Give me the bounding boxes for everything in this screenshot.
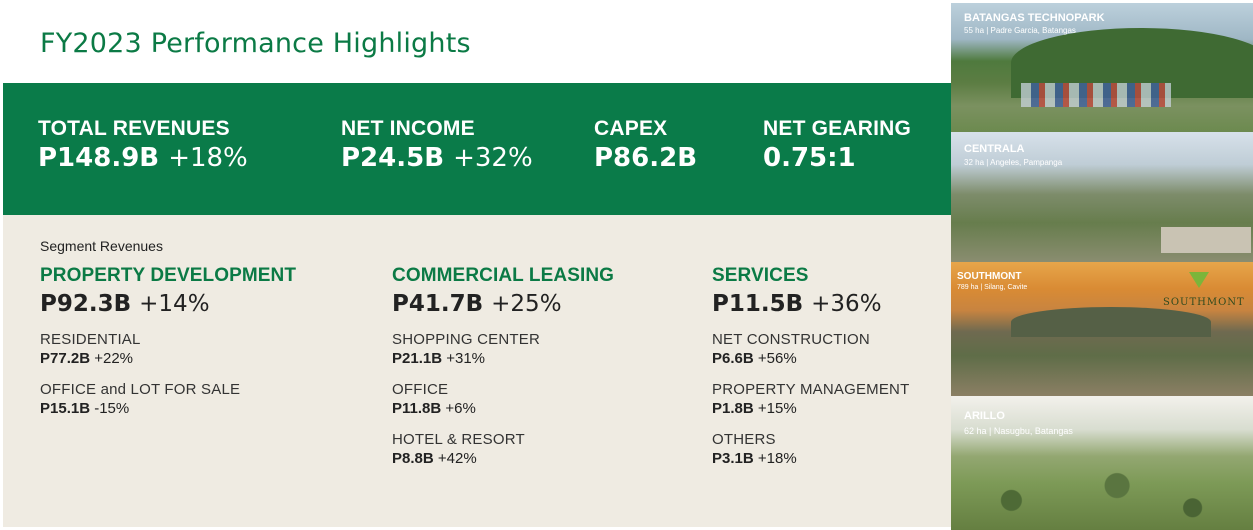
- segment-item: OFFICE P11.8B +6%: [392, 381, 614, 417]
- kpi-amount: P24.5B: [341, 143, 445, 173]
- kpi-label: NET GEARING: [763, 117, 912, 140]
- item-amount: P1.8B: [712, 400, 754, 417]
- segment-item: SHOPPING CENTER P21.1B +31%: [392, 331, 614, 367]
- southmont-logo-icon: [1189, 272, 1209, 288]
- item-amount: P11.8B: [392, 400, 442, 417]
- kpi-value: 0.75:1: [763, 143, 911, 173]
- photo-arillo: ARILLO 62 ha | Nasugbu, Batangas: [951, 396, 1253, 530]
- item-value: P15.1B -15%: [40, 400, 296, 417]
- photo-southmont: SOUTHMONT 789 ha | Silang, Cavite SOUTHM…: [951, 262, 1253, 396]
- segment-item: OFFICE and LOT FOR SALE P15.1B -15%: [40, 381, 296, 417]
- photo-centrala: CENTRALA 32 ha | Angeles, Pampanga: [951, 132, 1253, 262]
- kpi-amount: P86.2B: [594, 143, 698, 173]
- item-amount: P6.6B: [712, 350, 754, 367]
- kpi-label: NET INCOME: [341, 117, 475, 140]
- item-amount: P77.2B: [40, 350, 91, 367]
- tree-canopy: [951, 456, 1253, 530]
- kpi-label: CAPEX: [594, 117, 668, 140]
- item-value: P1.8B +15%: [712, 400, 909, 417]
- item-value: P77.2B +22%: [40, 350, 296, 367]
- photo-subtitle: 789 ha | Silang, Cavite: [957, 284, 1028, 291]
- segment-amount: P92.3B: [40, 291, 132, 317]
- segment-item: NET CONSTRUCTION P6.6B +56%: [712, 331, 909, 367]
- kpi-amount: 0.75:1: [763, 143, 856, 173]
- segment-revenues-title: Segment Revenues: [40, 238, 163, 254]
- kpi-value: P86.2B: [594, 143, 697, 173]
- kpi-value: P24.5B +32%: [341, 143, 533, 173]
- kpi-net-income: NET INCOME P24.5B +32%: [341, 117, 533, 173]
- mountain-shape: [1011, 307, 1211, 337]
- segment-revenues-panel: Segment Revenues PROPERTY DEVELOPMENT P9…: [3, 215, 951, 527]
- item-label: PROPERTY MANAGEMENT: [712, 381, 910, 398]
- southmont-logo-text: SOUTHMONT: [1163, 297, 1245, 308]
- photo-title: ARILLO: [964, 410, 1005, 422]
- item-value: P11.8B +6%: [392, 400, 614, 417]
- item-label: OFFICE and LOT FOR SALE: [40, 381, 241, 398]
- item-change: -15%: [94, 400, 130, 417]
- segment-item: PROPERTY MANAGEMENT P1.8B +15%: [712, 381, 909, 417]
- item-label: OTHERS: [712, 431, 776, 448]
- highlights-panel: FY2023 Performance Highlights TOTAL REVE…: [3, 28, 951, 527]
- item-label: HOTEL & RESORT: [392, 431, 525, 448]
- building-shape: [1161, 227, 1251, 253]
- kpi-total-revenues: TOTAL REVENUES P148.9B +18%: [38, 117, 248, 173]
- project-photos: BATANGAS TECHNOPARK 55 ha | Padre Garcia…: [951, 0, 1253, 530]
- segment-amount: P41.7B: [392, 291, 484, 317]
- kpi-change: +18%: [168, 143, 248, 173]
- item-change: +42%: [437, 450, 477, 467]
- item-value: P6.6B +56%: [712, 350, 909, 367]
- segment-value: P92.3B +14%: [40, 291, 296, 317]
- segment-amount: P11.5B: [712, 291, 804, 317]
- item-value: P21.1B +31%: [392, 350, 614, 367]
- kpi-band: TOTAL REVENUES P148.9B +18% NET INCOME P…: [3, 83, 951, 215]
- kpi-label: TOTAL REVENUES: [38, 117, 230, 140]
- photo-title: CENTRALA: [964, 143, 1025, 155]
- kpi-net-gearing: NET GEARING 0.75:1: [763, 117, 911, 173]
- photo-title: BATANGAS TECHNOPARK: [964, 12, 1105, 24]
- item-change: +22%: [94, 350, 134, 367]
- segment-head: COMMERCIAL LEASING: [392, 265, 615, 286]
- segment-change: +36%: [811, 291, 882, 317]
- segment-commercial-leasing: COMMERCIAL LEASING P41.7B +25% SHOPPING …: [392, 265, 614, 467]
- item-amount: P3.1B: [712, 450, 754, 467]
- item-change: +18%: [757, 450, 797, 467]
- item-value: P3.1B +18%: [712, 450, 909, 467]
- kpi-value: P148.9B +18%: [38, 143, 248, 173]
- photo-title: SOUTHMONT: [957, 271, 1022, 282]
- item-amount: P8.8B: [392, 450, 434, 467]
- photo-subtitle: 62 ha | Nasugbu, Batangas: [964, 426, 1073, 436]
- item-label: RESIDENTIAL: [40, 331, 141, 348]
- segment-item: RESIDENTIAL P77.2B +22%: [40, 331, 296, 367]
- photo-batangas-technopark: BATANGAS TECHNOPARK 55 ha | Padre Garcia…: [951, 3, 1253, 132]
- industrial-buildings: [1021, 83, 1171, 107]
- photo-subtitle: 55 ha | Padre Garcia, Batangas: [964, 26, 1076, 35]
- item-change: +31%: [446, 350, 486, 367]
- segment-head: PROPERTY DEVELOPMENT: [40, 265, 297, 286]
- item-change: +56%: [757, 350, 797, 367]
- segment-change: +25%: [491, 291, 562, 317]
- page-title: FY2023 Performance Highlights: [40, 28, 471, 59]
- item-change: +15%: [757, 400, 797, 417]
- item-change: +6%: [445, 400, 476, 417]
- item-label: NET CONSTRUCTION: [712, 331, 870, 348]
- segment-value: P11.5B +36%: [712, 291, 909, 317]
- kpi-change: +32%: [453, 143, 533, 173]
- item-label: SHOPPING CENTER: [392, 331, 541, 348]
- segment-item: HOTEL & RESORT P8.8B +42%: [392, 431, 614, 467]
- kpi-amount: P148.9B: [38, 143, 160, 173]
- item-value: P8.8B +42%: [392, 450, 614, 467]
- segment-item: OTHERS P3.1B +18%: [712, 431, 909, 467]
- segment-head: SERVICES: [712, 265, 809, 286]
- item-amount: P21.1B: [392, 350, 443, 367]
- segment-value: P41.7B +25%: [392, 291, 614, 317]
- photo-subtitle: 32 ha | Angeles, Pampanga: [964, 158, 1063, 167]
- kpi-capex: CAPEX P86.2B: [594, 117, 697, 173]
- segment-change: +14%: [139, 291, 210, 317]
- item-amount: P15.1B: [40, 400, 91, 417]
- segment-services: SERVICES P11.5B +36% NET CONSTRUCTION P6…: [712, 265, 909, 467]
- segment-property-development: PROPERTY DEVELOPMENT P92.3B +14% RESIDEN…: [40, 265, 296, 417]
- item-label: OFFICE: [392, 381, 449, 398]
